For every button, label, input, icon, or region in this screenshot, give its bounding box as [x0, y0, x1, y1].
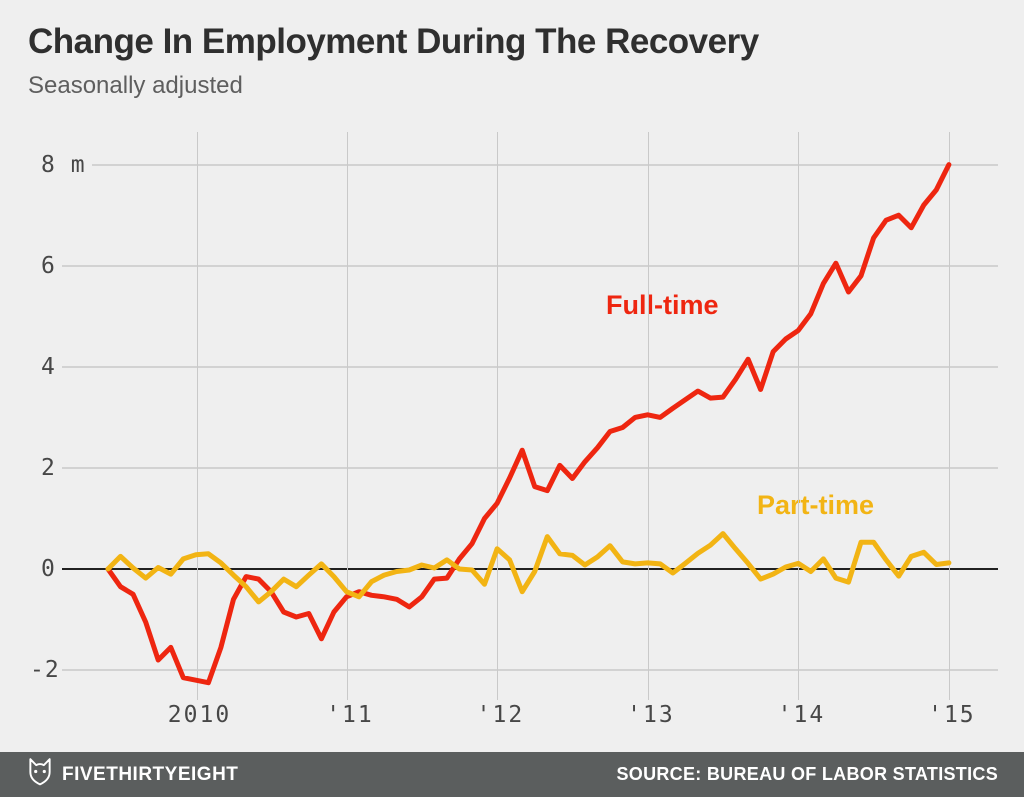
y-tick-label: 8 m — [41, 151, 86, 178]
x-tick-label: '12 — [476, 702, 525, 728]
x-tick-label: '11 — [326, 702, 374, 728]
x-gridline — [346, 132, 348, 700]
x-tick-label: 2010 — [167, 702, 232, 728]
source-credit: SOURCE: BUREAU OF LABOR STATISTICS — [616, 764, 998, 784]
brand-name: FIVETHIRTYEIGHT — [62, 763, 239, 785]
footer-bar: FIVETHIRTYEIGHT SOURCE: BUREAU OF LABOR … — [0, 752, 1024, 797]
x-gridline — [948, 132, 950, 700]
full-time-series-label: Full-time — [606, 290, 719, 320]
part-time-series-label: Part-time — [757, 490, 875, 520]
x-tick-label: '15 — [928, 702, 976, 728]
fox-logo-icon — [28, 757, 52, 792]
part-time-line — [105, 531, 952, 605]
y-tick-label: 6 — [41, 252, 56, 279]
page-subtitle: Seasonally adjusted — [28, 72, 243, 99]
y-gridline — [62, 264, 998, 267]
x-tick-label: '13 — [627, 702, 675, 728]
y-gridline — [62, 365, 998, 368]
y-tick-label: 4 — [41, 353, 56, 380]
y-gridline — [92, 163, 998, 166]
y-tick-label: -2 — [30, 657, 60, 684]
x-gridline — [497, 132, 499, 700]
full-time-line — [105, 162, 952, 686]
y-tick-label: 0 — [41, 556, 56, 582]
x-gridline — [196, 132, 198, 700]
y-tick-label: 2 — [41, 454, 56, 481]
page-title: Change In Employment During The Recovery — [28, 22, 759, 61]
brand: FIVETHIRTYEIGHT — [28, 757, 238, 792]
x-gridline — [798, 132, 800, 700]
x-tick-label: '14 — [777, 702, 826, 728]
y-gridline — [62, 669, 998, 672]
zero-baseline — [62, 568, 998, 570]
